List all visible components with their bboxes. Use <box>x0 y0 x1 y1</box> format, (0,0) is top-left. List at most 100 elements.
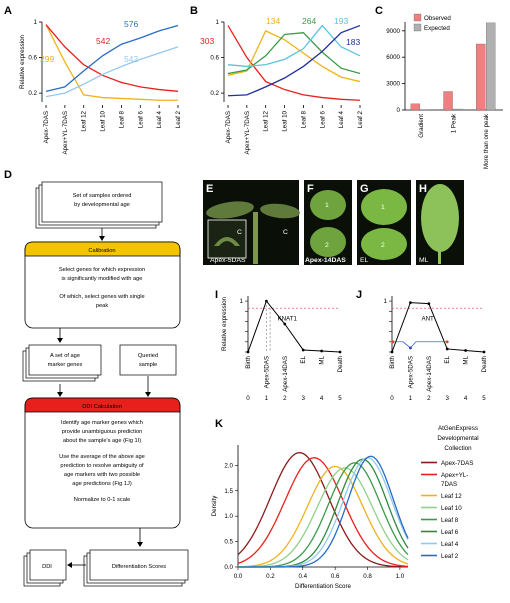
g-label: EL <box>360 257 369 264</box>
x-tick-label: 1 Peak <box>451 113 458 133</box>
y-tick-label: 0.5 <box>224 539 233 546</box>
panel-letter-i: I <box>215 289 218 301</box>
red-marker-right <box>445 340 449 344</box>
series-line <box>45 46 179 98</box>
x-tick-label: Apex-5DAS <box>407 356 414 388</box>
gene-label: KNAT1 <box>277 315 297 322</box>
leaf-g2 <box>361 228 407 260</box>
ddi-line-5: prediction to resolve ambiguity of <box>60 463 144 469</box>
x-tick-label: 1.0 <box>396 573 405 580</box>
leaf-h <box>421 184 459 252</box>
y-tick-label: 0.0 <box>224 564 233 571</box>
series-label: 183 <box>346 37 360 47</box>
panel-letter-e: E <box>206 183 213 195</box>
ddi-line-6: age markers with two possible <box>64 472 140 478</box>
series-label: 193 <box>334 16 348 26</box>
scores-sheet-front <box>89 549 189 581</box>
series-label: 576 <box>124 19 138 29</box>
series-label: 134 <box>266 16 280 26</box>
series-line <box>45 24 179 92</box>
y-tick-label: 2.0 <box>224 462 233 469</box>
x-tick-label: Apex-5DAS <box>263 356 270 388</box>
x-axis-label: Differentiation Score <box>295 583 352 590</box>
e-c-left: C <box>237 229 242 236</box>
legend-swatch <box>413 13 422 22</box>
y-tick-label: 1 <box>240 298 244 305</box>
x-index-label: 3 <box>445 395 449 402</box>
ddi-sheet-front <box>29 549 67 581</box>
legend-swatch <box>413 23 422 32</box>
data-point <box>409 301 412 305</box>
x-index-label: 2 <box>427 395 431 402</box>
x-tick-label: Death <box>337 355 344 372</box>
chart-j: 1 ANT Birth Apex-5DAS Apex-14DAS EL ML Death 0 1 2… <box>384 296 488 402</box>
f-num-1: 1 <box>325 202 329 209</box>
series-label: 303 <box>200 36 214 46</box>
arrow-3-head <box>57 392 63 397</box>
leaf-g1 <box>361 189 407 225</box>
x-tick-label: Leaf 8 <box>118 110 125 128</box>
x-tick-label: ML <box>319 355 326 364</box>
ddi-line-4: Use the average of the above age <box>59 454 145 460</box>
y-tick-label: 3000 <box>386 81 400 88</box>
legend-label: Leaf 2 <box>441 553 459 560</box>
x-tick-label: Leaf 10 <box>282 110 289 131</box>
x-tick-label: Apex-7DAS <box>43 111 50 143</box>
panel-letter-a: A <box>4 5 12 17</box>
data-point <box>445 347 449 351</box>
f-num-2: 2 <box>325 242 329 249</box>
density-curve <box>237 452 409 568</box>
cotyledon-left <box>206 201 254 219</box>
data-point <box>390 350 394 354</box>
x-tick-label: 0.8 <box>363 573 372 580</box>
series-label: 299 <box>40 54 54 64</box>
legend-label: Leaf 8 <box>441 517 459 524</box>
panel-letter-d: D <box>4 169 12 181</box>
panel-letter-f: F <box>307 183 314 195</box>
legend-label: Leaf 6 <box>441 529 459 536</box>
series-line <box>227 31 361 75</box>
bar <box>410 103 421 111</box>
x-tick-label: Leaf 6 <box>137 110 144 128</box>
photo-h: H ML <box>416 180 464 265</box>
arrow-1-head <box>99 236 105 241</box>
calibration-title: Calibration <box>88 248 115 254</box>
y-tick-label: 0.2 <box>210 90 219 97</box>
scores-text: Differentiation Scores <box>112 564 166 570</box>
x-tick-label: Leaf 6 <box>319 110 326 128</box>
series-label: 542 <box>96 36 110 46</box>
x-index-label: 2 <box>283 395 287 402</box>
chart-k: 0.0 0.5 1.0 1.5 2.0 0.0 0.2 0.4 0.6 0.8 1.0 Differe… <box>211 425 479 590</box>
ddi-title: DDI Calculation <box>82 404 122 410</box>
legend-label: Observed <box>424 15 451 22</box>
chart-b: 0.2 0.6 1 Apex-7DAS Apex+YL-7DAS Leaf 12 Leaf … <box>200 16 364 155</box>
markers-line-1: A set of age <box>50 353 80 359</box>
arrow-2-head <box>57 338 63 343</box>
data-point <box>427 302 431 306</box>
data-point <box>246 350 250 354</box>
series-label: 542 <box>124 54 138 64</box>
data-point <box>338 350 342 354</box>
leaf-f2 <box>310 227 346 257</box>
markers-line-2: marker genes <box>48 362 83 368</box>
samples-text-2: by developmental age <box>74 202 130 208</box>
chart-i: 1 Relative expression KNAT1 Birth Apex-5DAS A… <box>221 296 344 402</box>
x-index-label: 4 <box>320 395 324 402</box>
y-axis-label: Relative expression <box>19 34 26 89</box>
ddi-line-7: age predictions (Fig 1J) <box>72 481 132 487</box>
x-tick-label: Leaf 2 <box>175 110 182 128</box>
arrow-4-head <box>145 392 151 397</box>
ddi-line-1: Identify age marker genes which <box>61 420 143 426</box>
g-num-1: 1 <box>381 204 385 211</box>
y-axis-label: Density <box>211 495 218 517</box>
x-tick-label: Death <box>481 355 488 372</box>
ambiguity-point <box>409 346 412 350</box>
y-tick-label: 1.5 <box>224 488 233 495</box>
y-axis-label: Relative expression <box>221 296 228 351</box>
expression-line <box>247 300 341 353</box>
x-tick-label: Leaf 2 <box>357 110 364 128</box>
ambiguity-line <box>392 341 448 349</box>
x-tick-label: Leaf 4 <box>156 110 163 128</box>
queried-line-2: sample <box>139 362 157 368</box>
